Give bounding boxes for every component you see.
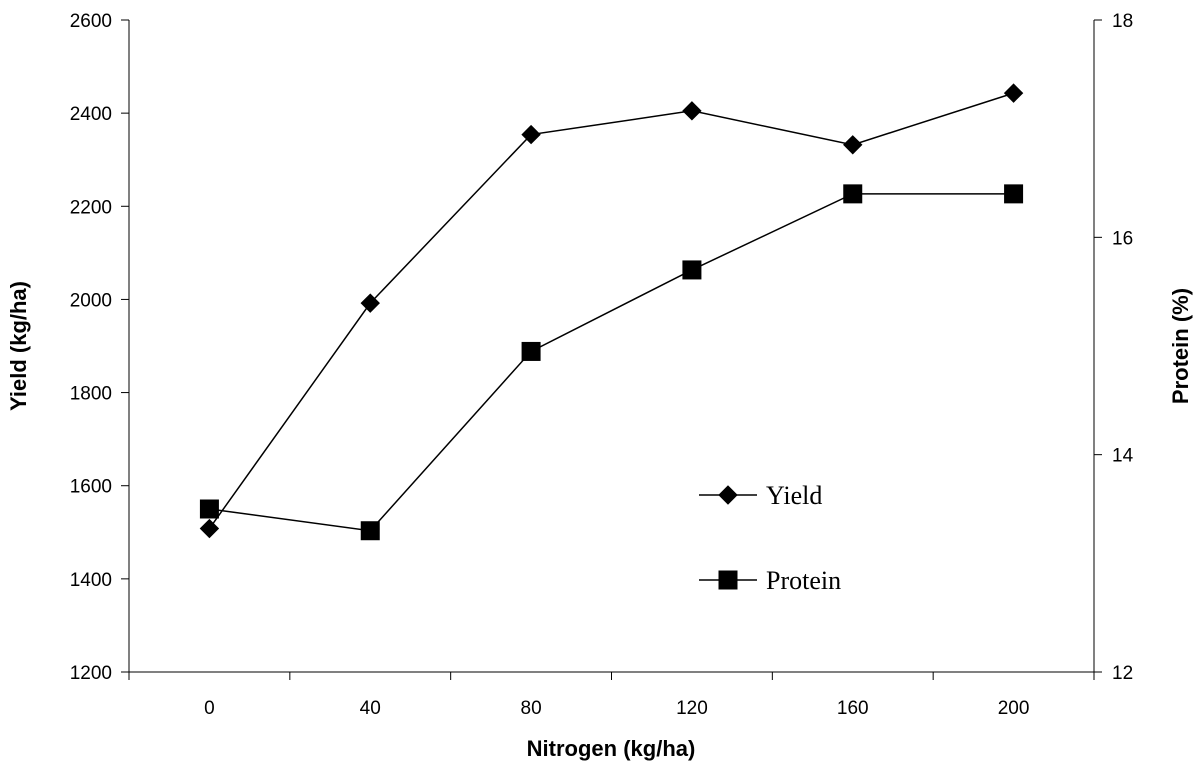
protein-point-marker <box>843 184 863 204</box>
axes <box>128 20 1095 673</box>
left-tick-label: 1600 <box>70 477 112 498</box>
left-tick-label: 2400 <box>70 104 112 125</box>
right-tick-label: 16 <box>1112 228 1133 249</box>
left-tick-label: 2000 <box>70 290 112 311</box>
legend: Yield Protein <box>699 481 841 595</box>
right-tick-label: 14 <box>1112 446 1134 467</box>
left-tick-label: 2600 <box>70 11 112 32</box>
x-axis-title: Nitrogen (kg/ha) <box>527 736 696 761</box>
left-axis-ticks: 1200 1400 1600 1800 2000 2200 2400 2600 <box>70 11 129 684</box>
x-axis-ticks: 0 40 80 120 160 200 <box>128 672 1095 719</box>
protein-point-marker <box>199 499 219 519</box>
y2-axis-title: Protein (%) <box>1168 288 1193 404</box>
x-tick-label: 40 <box>360 698 381 719</box>
left-tick-label: 1200 <box>70 663 112 684</box>
series-markers <box>199 83 1024 541</box>
y-axis-title: Yield (kg/ha) <box>6 281 31 411</box>
x-tick-label: 80 <box>521 698 542 719</box>
x-tick-label: 200 <box>998 698 1030 719</box>
legend-yield-marker <box>718 485 738 505</box>
series-lines <box>208 92 1014 532</box>
yield-series-line <box>208 92 1014 529</box>
legend-protein-label: Protein <box>766 566 841 595</box>
yield-point-marker <box>843 135 863 155</box>
yield-point-marker <box>1003 83 1024 103</box>
yield-point-marker <box>521 124 541 145</box>
x-tick-label: 120 <box>676 698 708 719</box>
x-tick-label: 0 <box>204 698 215 719</box>
protein-point-marker <box>682 260 702 280</box>
legend-yield-label: Yield <box>766 481 822 510</box>
yield-point-marker <box>199 518 220 539</box>
left-tick-label: 1800 <box>70 384 112 405</box>
yield-point-marker <box>360 293 380 313</box>
left-tick-label: 2200 <box>70 197 112 218</box>
x-tick-label: 160 <box>837 698 869 719</box>
protein-series-line <box>209 193 1014 532</box>
protein-point-marker <box>360 521 380 541</box>
protein-point-marker <box>521 341 541 361</box>
right-tick-label: 12 <box>1112 663 1133 684</box>
left-tick-label: 1400 <box>70 570 112 591</box>
right-axis-ticks: 12 14 16 18 <box>1094 11 1134 684</box>
protein-point-marker <box>1004 184 1024 204</box>
legend-protein-marker <box>718 570 738 590</box>
right-tick-label: 18 <box>1112 11 1133 32</box>
yield-point-marker <box>682 101 702 121</box>
